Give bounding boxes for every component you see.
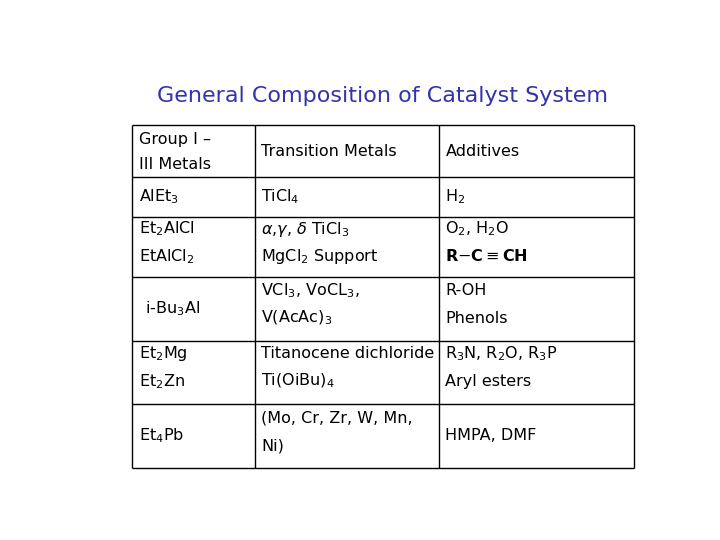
Text: Additives: Additives bbox=[446, 144, 520, 159]
Text: TiCl$_4$: TiCl$_4$ bbox=[261, 187, 300, 206]
Text: III Metals: III Metals bbox=[138, 157, 210, 172]
Text: Phenols: Phenols bbox=[446, 310, 508, 326]
Text: MgCl$_2$ Support: MgCl$_2$ Support bbox=[261, 247, 379, 266]
Text: (Mo, Cr, Zr, W, Mn,: (Mo, Cr, Zr, W, Mn, bbox=[261, 411, 413, 426]
Text: AlEt$_3$: AlEt$_3$ bbox=[138, 187, 179, 206]
Text: Ni): Ni) bbox=[261, 438, 284, 453]
Text: Et$_2$Mg: Et$_2$Mg bbox=[138, 345, 187, 363]
Text: Titanocene dichloride: Titanocene dichloride bbox=[261, 346, 435, 361]
Text: Aryl esters: Aryl esters bbox=[446, 374, 531, 389]
Text: V(AcAc)$_3$: V(AcAc)$_3$ bbox=[261, 309, 333, 327]
Text: R-OH: R-OH bbox=[446, 283, 487, 298]
Text: H$_2$: H$_2$ bbox=[446, 187, 466, 206]
Text: Et$_2$AlCl: Et$_2$AlCl bbox=[138, 220, 194, 238]
Text: $\alpha$,$\gamma$, $\delta$ TiCl$_3$: $\alpha$,$\gamma$, $\delta$ TiCl$_3$ bbox=[261, 220, 350, 239]
Text: i-Bu$_3$Al: i-Bu$_3$Al bbox=[145, 300, 200, 319]
Text: Group I –: Group I – bbox=[138, 132, 210, 147]
Text: Ti(OiBu)$_4$: Ti(OiBu)$_4$ bbox=[261, 372, 335, 390]
Text: VCl$_3$, VoCL$_3$,: VCl$_3$, VoCL$_3$, bbox=[261, 281, 360, 300]
Text: HMPA, DMF: HMPA, DMF bbox=[446, 428, 537, 443]
Text: R$_3$N, R$_2$O, R$_3$P: R$_3$N, R$_2$O, R$_3$P bbox=[446, 345, 558, 363]
Text: General Composition of Catalyst System: General Composition of Catalyst System bbox=[158, 86, 608, 106]
Text: O$_2$, H$_2$O: O$_2$, H$_2$O bbox=[446, 220, 509, 238]
Text: Transition Metals: Transition Metals bbox=[261, 144, 397, 159]
Text: Et$_4$Pb: Et$_4$Pb bbox=[138, 427, 184, 446]
Text: R$-$C$\equiv$CH: R$-$C$\equiv$CH bbox=[446, 248, 528, 265]
Text: Et$_2$Zn: Et$_2$Zn bbox=[138, 372, 184, 390]
Text: EtAlCl$_2$: EtAlCl$_2$ bbox=[138, 247, 194, 266]
